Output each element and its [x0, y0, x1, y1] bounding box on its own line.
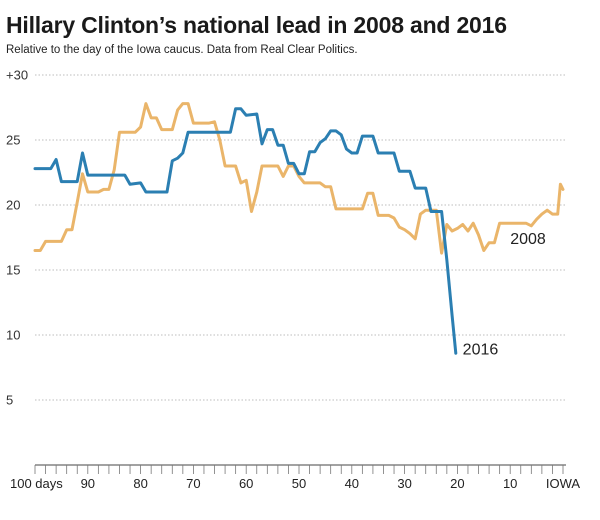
series-labels: 2008 2016: [463, 231, 546, 359]
chart-subtitle: Relative to the day of the Iowa caucus. …: [6, 44, 358, 56]
x-tick-label: 60: [239, 476, 253, 491]
y-tick-label: 5: [6, 393, 13, 408]
x-tick-label: 20: [450, 476, 464, 491]
series-label-2016: 2016: [463, 342, 499, 359]
y-tick-label: 25: [6, 133, 20, 148]
x-tick-label: IOWA: [546, 476, 581, 491]
gridlines: [35, 74, 566, 401]
series-line-2008: [33, 102, 565, 255]
y-axis-ticks: +30 25 20 15 10 5: [6, 68, 28, 408]
x-tick-label: 90: [81, 476, 95, 491]
series-line-2016: [33, 107, 458, 355]
series-label-2008: 2008: [510, 231, 546, 248]
y-tick-label: +30: [6, 68, 28, 83]
x-tick-label: 10: [503, 476, 517, 491]
x-tick-label: 40: [345, 476, 359, 491]
x-axis: 100 days 90 80 70 60 50 40 30 20 10 IOWA: [10, 464, 581, 491]
x-tick-label: 80: [133, 476, 147, 491]
y-tick-label: 20: [6, 198, 20, 213]
chart-title: Hillary Clinton’s national lead in 2008 …: [6, 12, 507, 38]
x-tick-label: 50: [292, 476, 306, 491]
y-tick-label: 10: [6, 328, 20, 343]
y-tick-label: 15: [6, 263, 20, 278]
x-tick-label: 100 days: [10, 476, 63, 491]
series-lines: [33, 102, 565, 355]
x-tick-label: 70: [186, 476, 200, 491]
x-tick-label: 30: [397, 476, 411, 491]
